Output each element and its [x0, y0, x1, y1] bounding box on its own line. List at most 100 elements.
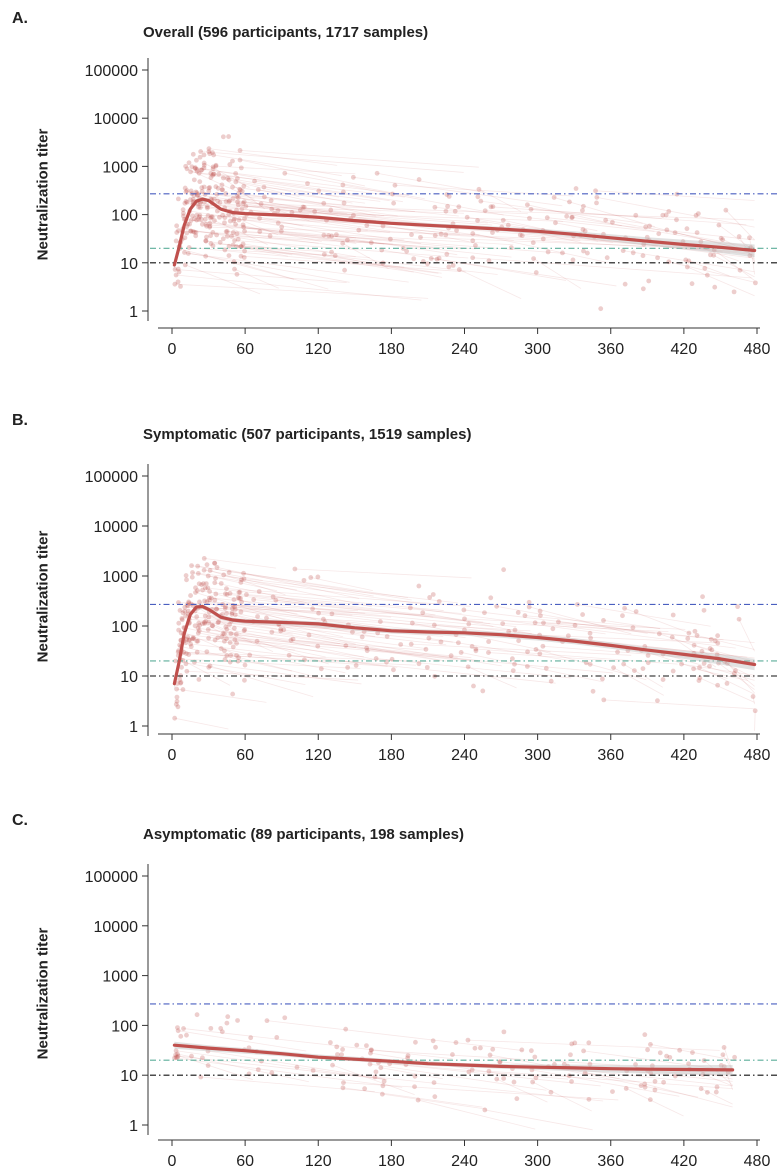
trajectory-line: [174, 283, 429, 299]
trajectory-line: [703, 1060, 733, 1086]
data-point: [486, 258, 492, 264]
data-point: [190, 636, 195, 642]
data-point: [195, 571, 201, 576]
data-point: [224, 1020, 230, 1026]
data-point: [224, 586, 229, 591]
data-point: [364, 648, 370, 654]
data-point: [666, 259, 672, 265]
data-point: [611, 665, 616, 671]
trajectory-line: [199, 630, 365, 660]
data-point: [328, 207, 334, 213]
data-point: [182, 262, 188, 268]
data-point: [642, 1084, 648, 1090]
data-point: [176, 620, 182, 626]
trajectory-line: [374, 1076, 604, 1102]
data-point: [222, 215, 228, 221]
data-point: [660, 677, 666, 682]
x-tick-label: 240: [451, 747, 478, 764]
data-point: [175, 1025, 180, 1031]
data-point: [550, 626, 556, 632]
data-point: [178, 283, 183, 289]
trajectory-line: [284, 172, 425, 200]
data-point: [269, 206, 275, 212]
data-point: [201, 620, 207, 625]
data-point: [230, 242, 236, 248]
data-point: [701, 607, 707, 613]
data-point: [234, 652, 239, 658]
y-tick-label: 1: [129, 1118, 138, 1135]
data-point: [204, 599, 210, 605]
x-tick-label: 480: [744, 1153, 771, 1170]
data-point: [195, 563, 201, 569]
data-point: [230, 184, 235, 190]
data-point: [201, 152, 207, 158]
trajectory-line: [185, 264, 261, 295]
data-point: [230, 196, 236, 201]
data-point: [553, 220, 558, 226]
trajectory-line: [233, 244, 498, 275]
trajectory-line: [210, 570, 286, 596]
data-point: [569, 1041, 575, 1047]
data-point: [205, 1063, 211, 1068]
data-point: [219, 182, 225, 188]
data-point: [243, 203, 249, 209]
data-point: [202, 621, 208, 626]
data-point: [238, 253, 244, 259]
data-point: [391, 667, 396, 673]
confidence-band: [174, 604, 755, 692]
trajectory-line: [211, 597, 366, 614]
data-point: [720, 1052, 726, 1058]
data-point: [198, 149, 204, 154]
data-point: [522, 613, 528, 619]
data-point: [241, 255, 247, 260]
data-point: [207, 223, 213, 229]
trajectory-line: [596, 196, 755, 228]
trajectory-line: [244, 230, 434, 249]
data-point: [178, 630, 184, 636]
data-point: [321, 232, 327, 238]
data-point: [215, 620, 221, 626]
data-point: [174, 1055, 180, 1060]
data-point: [470, 255, 476, 261]
data-point: [698, 1086, 704, 1092]
trajectory-line: [175, 269, 347, 283]
data-point: [200, 587, 205, 593]
data-point: [329, 233, 335, 239]
data-point: [434, 256, 440, 262]
trajectory-line: [205, 224, 476, 250]
trajectory-line: [204, 600, 436, 629]
trajectory-line: [221, 636, 357, 648]
data-point: [580, 612, 586, 617]
data-point: [212, 560, 218, 566]
data-point: [205, 585, 211, 591]
trajectory-line: [206, 601, 298, 615]
data-point: [488, 204, 494, 210]
data-point: [184, 1032, 189, 1038]
data-point: [213, 575, 218, 581]
trajectory-line: [595, 190, 755, 201]
data-point: [342, 267, 347, 273]
x-tick-label: 60: [236, 747, 254, 764]
data-point: [368, 1047, 374, 1053]
data-point: [380, 1083, 386, 1089]
data-point: [209, 623, 215, 629]
x-tick-label: 60: [236, 1153, 254, 1170]
data-point: [185, 608, 191, 614]
data-point: [699, 648, 705, 654]
data-point: [656, 631, 662, 637]
trajectory-line: [696, 635, 755, 650]
data-point: [430, 1038, 436, 1044]
fit-line: [172, 197, 757, 267]
data-point: [572, 622, 578, 628]
trajectory-line: [198, 632, 253, 643]
trajectory-line: [210, 243, 328, 253]
data-point: [482, 1107, 488, 1113]
data-point: [340, 182, 346, 188]
trajectory-line: [497, 229, 731, 254]
data-point: [693, 212, 699, 218]
data-point: [580, 208, 585, 213]
data-point: [471, 683, 476, 689]
trajectory-line: [208, 629, 459, 661]
data-point: [377, 619, 383, 624]
data-point: [208, 175, 214, 181]
